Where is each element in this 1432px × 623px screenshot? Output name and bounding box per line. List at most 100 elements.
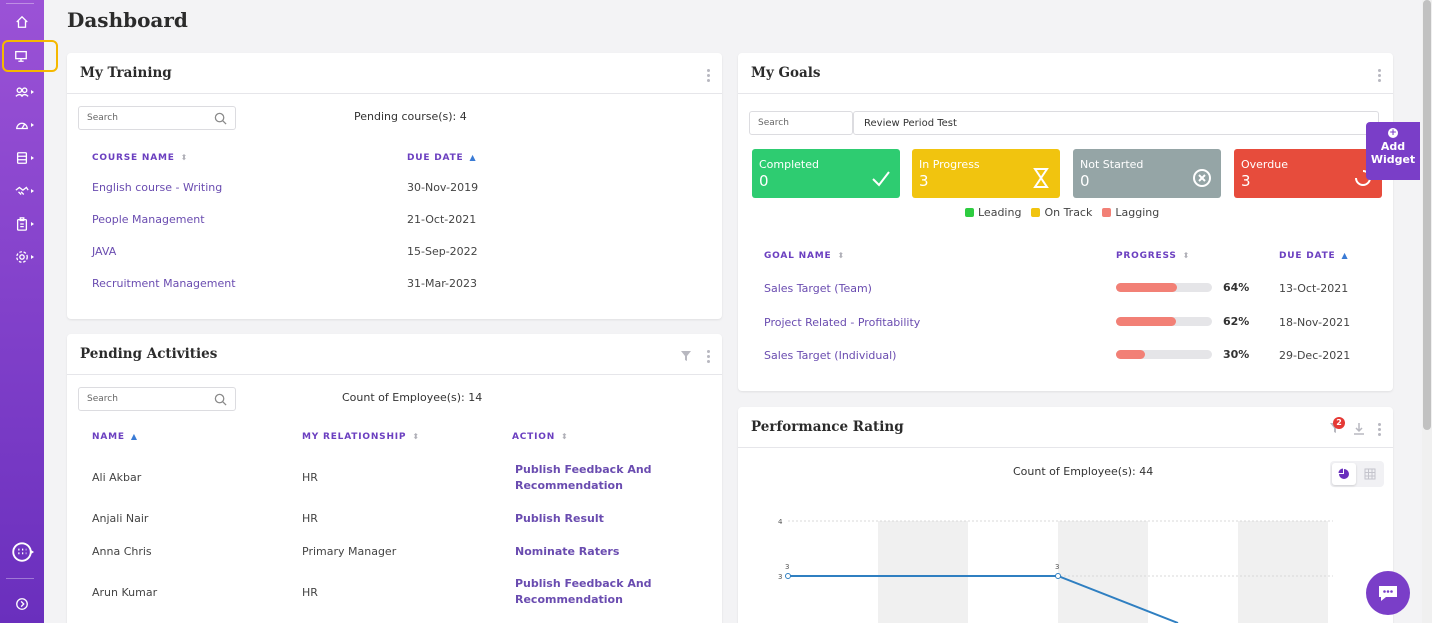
- table-view-icon[interactable]: [1364, 468, 1376, 480]
- chart-band: [878, 521, 968, 623]
- name-header[interactable]: NAME ▲: [92, 432, 138, 442]
- chart-band: [1238, 521, 1328, 623]
- goal-due-date: 13-Oct-2021: [1279, 282, 1349, 295]
- chat-icon: [1379, 586, 1397, 601]
- goal-due-date-header[interactable]: DUE DATE ▲: [1279, 251, 1349, 261]
- performance-line-chart: 4 3 3 3: [778, 518, 1333, 623]
- course-due-date: 31-Mar-2023: [407, 277, 477, 290]
- relationship-header[interactable]: MY RELATIONSHIP ⬍: [302, 432, 420, 442]
- sidebar-item-dashboard[interactable]: [2, 40, 58, 72]
- sidebar-item-home[interactable]: [6, 10, 38, 34]
- check-icon: [872, 171, 890, 187]
- filter-icon[interactable]: [680, 350, 692, 362]
- course-name-header[interactable]: COURSE NAME ⬍: [92, 153, 189, 163]
- performance-rating-title: Performance Rating: [751, 419, 904, 435]
- hourglass-icon: [1033, 168, 1049, 188]
- course-due-date: 30-Nov-2019: [407, 181, 479, 194]
- my-training-card: My Training: [67, 53, 722, 319]
- pie-view-button[interactable]: [1332, 463, 1356, 485]
- action-header[interactable]: ACTION ⬍: [512, 432, 569, 442]
- data-label: 3: [1055, 563, 1059, 571]
- pending-activities-menu-icon[interactable]: [707, 350, 710, 363]
- legend-on-track: On Track: [1031, 206, 1092, 219]
- completed-tile[interactable]: Completed 0: [752, 149, 900, 198]
- y-tick-label: 3: [778, 573, 782, 581]
- filter-badge: 2: [1333, 417, 1345, 429]
- action-link[interactable]: Publish Feedback And Recommendation: [515, 577, 652, 606]
- sidebar-expand[interactable]: [6, 592, 38, 616]
- expand-icon: [16, 598, 28, 610]
- employee-relationship: HR: [302, 586, 318, 599]
- action-link[interactable]: Nominate Raters: [515, 545, 620, 558]
- action-link[interactable]: Publish Feedback And Recommendation: [515, 463, 652, 492]
- review-period-select[interactable]: Review Period Test: [853, 111, 1379, 135]
- in-progress-tile[interactable]: In Progress 3: [912, 149, 1060, 198]
- sidebar-item-tasks[interactable]: [6, 212, 38, 236]
- page-scrollbar[interactable]: [1422, 0, 1432, 623]
- goals-search-input[interactable]: Search: [749, 111, 853, 135]
- legend-lagging: Lagging: [1102, 206, 1159, 219]
- progress-fill: [1116, 317, 1176, 326]
- course-link[interactable]: JAVA: [92, 245, 117, 258]
- my-goals-title: My Goals: [751, 65, 821, 81]
- apps-icon: [12, 542, 32, 562]
- add-widget-button[interactable]: + Add Widget: [1366, 122, 1420, 180]
- not-started-tile[interactable]: Not Started 0: [1073, 149, 1221, 198]
- overdue-tile[interactable]: Overdue 3: [1234, 149, 1382, 198]
- progress-bar: [1116, 283, 1212, 292]
- goal-due-date: 29-Dec-2021: [1279, 349, 1351, 362]
- goal-name-header[interactable]: GOAL NAME ⬍: [764, 251, 845, 261]
- handshake-icon: [15, 186, 29, 195]
- search-icon: [214, 112, 227, 125]
- activities-search-input[interactable]: Search: [78, 387, 236, 411]
- course-link[interactable]: People Management: [92, 213, 205, 226]
- employee-name: Ali Akbar: [92, 471, 142, 484]
- sidebar-item-engagement[interactable]: [6, 179, 38, 203]
- progress-percent: 30%: [1223, 348, 1250, 361]
- performance-employee-count: Count of Employee(s): 44: [1013, 465, 1154, 478]
- goal-link[interactable]: Sales Target (Team): [764, 282, 872, 295]
- plus-icon: +: [1388, 128, 1398, 138]
- pending-activities-card: Pending Activities: [67, 334, 722, 623]
- download-icon[interactable]: [1353, 422, 1365, 435]
- x-circle-icon: [1193, 169, 1211, 187]
- sidebar-item-performance[interactable]: [6, 113, 38, 137]
- chart-plot-area: [788, 520, 1333, 623]
- data-label: 3: [785, 563, 789, 571]
- sidebar-item-settings[interactable]: [6, 245, 38, 269]
- scrollbar-thumb[interactable]: [1423, 0, 1431, 430]
- y-tick-label: 4: [778, 518, 783, 526]
- progress-header[interactable]: PROGRESS ⬍: [1116, 251, 1191, 261]
- progress-fill: [1116, 283, 1178, 292]
- course-link[interactable]: Recruitment Management: [92, 277, 236, 290]
- sidebar-item-apps[interactable]: [6, 540, 38, 564]
- clipboard-icon: [16, 217, 28, 231]
- data-point: [1055, 573, 1061, 579]
- goal-link[interactable]: Project Related - Profitability: [764, 316, 921, 329]
- chat-button[interactable]: [1366, 571, 1410, 615]
- course-link[interactable]: English course - Writing: [92, 181, 223, 194]
- progress-bar: [1116, 350, 1212, 359]
- performance-menu-icon[interactable]: [1378, 423, 1381, 436]
- employee-name: Arun Kumar: [92, 586, 158, 599]
- training-search-input[interactable]: Search: [78, 106, 236, 130]
- employee-name: Anna Chris: [92, 545, 152, 558]
- employee-name: Anjali Nair: [92, 512, 149, 525]
- database-icon: [16, 152, 28, 164]
- goal-link[interactable]: Sales Target (Individual): [764, 349, 897, 362]
- sidebar: [0, 0, 58, 623]
- progress-bar: [1116, 317, 1212, 326]
- sidebar-item-people[interactable]: [6, 80, 38, 104]
- my-training-menu-icon[interactable]: [707, 69, 710, 82]
- monitor-icon: [15, 50, 27, 62]
- settings-icon: [16, 251, 28, 263]
- progress-percent: 64%: [1223, 281, 1250, 294]
- action-link[interactable]: Publish Result: [515, 512, 604, 525]
- due-date-header[interactable]: DUE DATE ▲: [407, 153, 477, 163]
- my-goals-menu-icon[interactable]: [1378, 69, 1381, 82]
- my-goals-card: My Goals: [738, 53, 1393, 391]
- home-icon: [16, 15, 28, 28]
- chart-view-toggle: [1330, 461, 1384, 487]
- employee-relationship: Primary Manager: [302, 545, 397, 558]
- sidebar-item-records[interactable]: [6, 146, 38, 170]
